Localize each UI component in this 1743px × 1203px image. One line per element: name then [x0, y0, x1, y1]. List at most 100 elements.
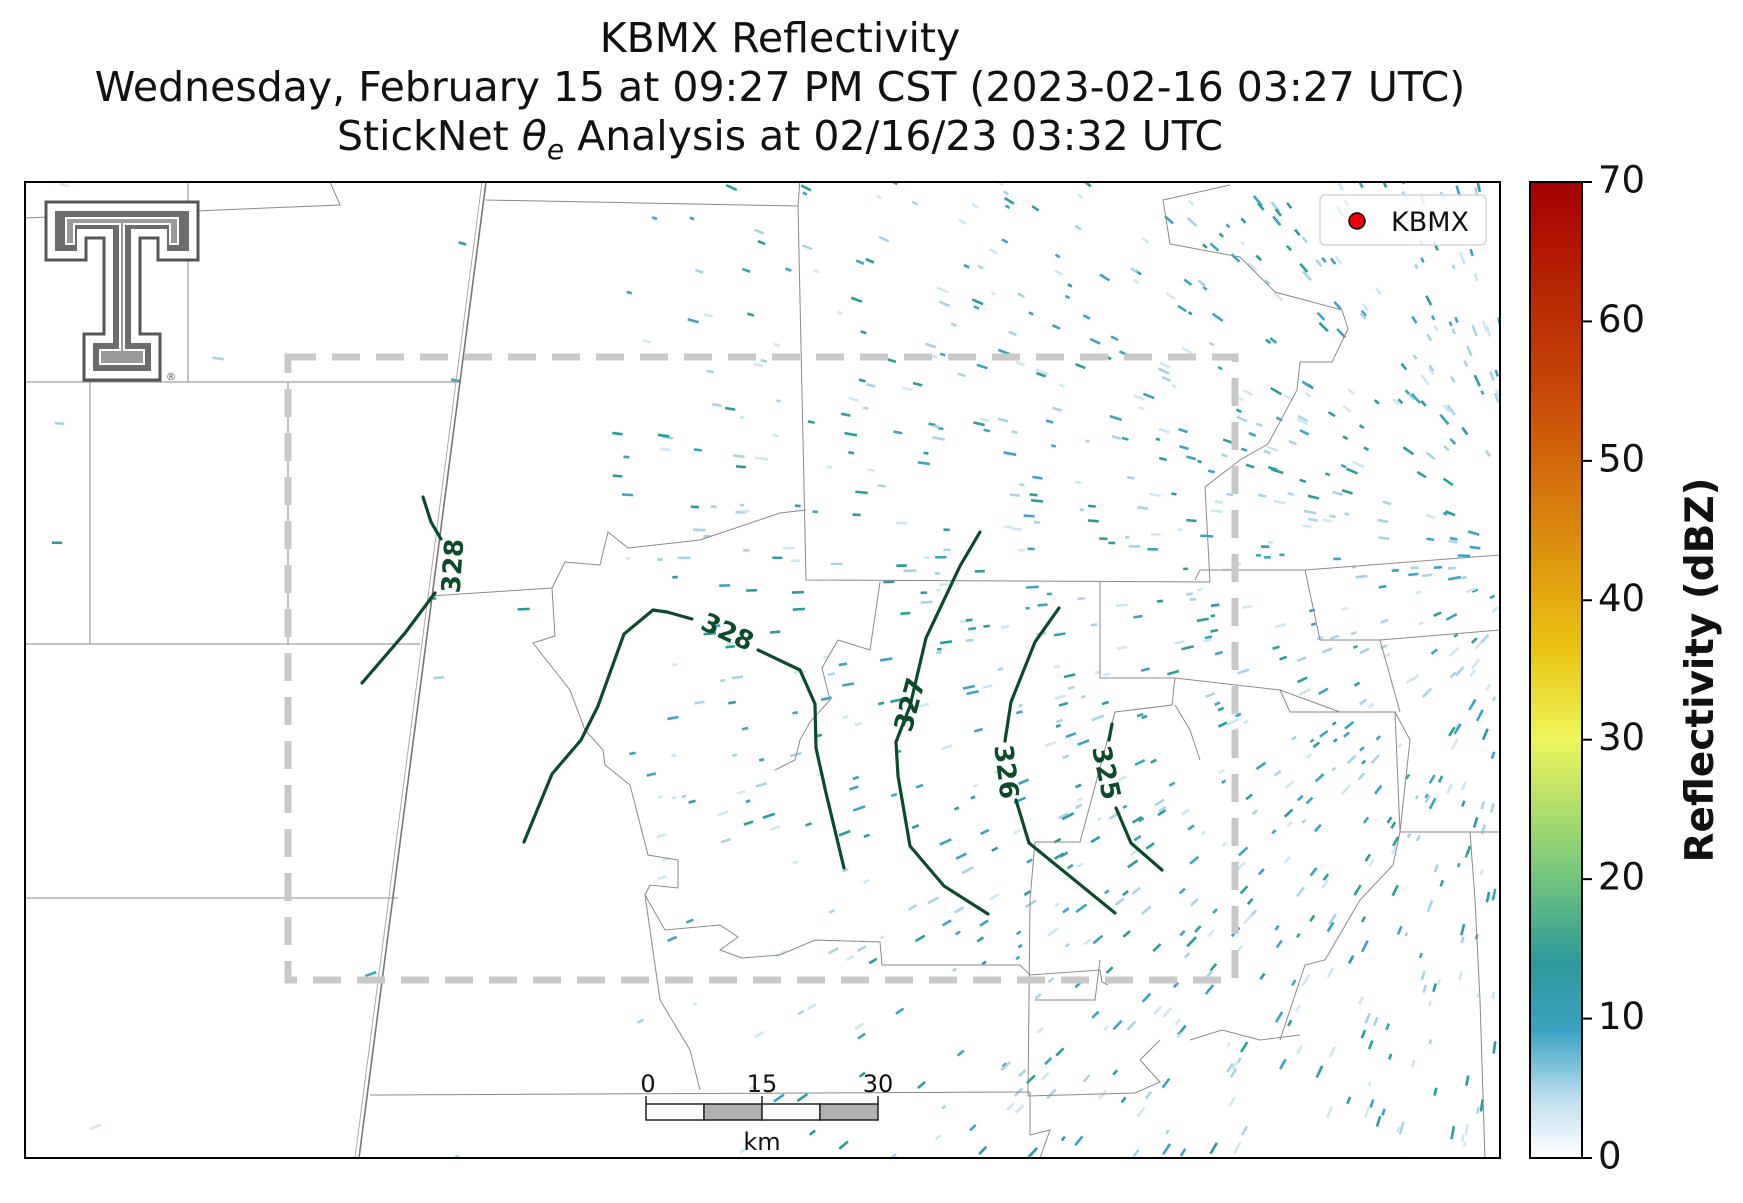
echo-speckle [1040, 1071, 1050, 1081]
echo-speckle [858, 1071, 866, 1078]
legend-label: KBMX [1391, 207, 1469, 238]
echo-speckle [961, 866, 974, 875]
echo-speckle [1439, 413, 1450, 426]
echo-speckle [1240, 241, 1246, 246]
echo-speckle [1421, 687, 1433, 699]
echo-speckle [1177, 528, 1183, 532]
echo-speckle [1464, 850, 1469, 858]
echo-speckle [790, 559, 800, 563]
echo-speckle [703, 631, 717, 636]
logo-registered-mark: ® [166, 372, 176, 383]
echo-speckle [745, 799, 751, 804]
echo-speckle [1408, 572, 1419, 577]
echo-speckle [939, 640, 953, 645]
echo-speckle [1152, 943, 1162, 953]
echo-speckle [1303, 509, 1317, 515]
echo-speckle [953, 906, 965, 914]
echo-speckle [1089, 337, 1101, 345]
echo-speckle [789, 751, 802, 758]
echo-speckle [1200, 830, 1207, 836]
echo-speckle [1296, 676, 1308, 684]
echo-speckle [1236, 1057, 1242, 1064]
echo-speckle [1018, 778, 1030, 785]
echo-speckle [965, 638, 974, 643]
echo-speckle [1390, 821, 1397, 829]
echo-speckle [1433, 565, 1443, 570]
echo-speckle [1491, 888, 1497, 901]
echo-speckle [1126, 475, 1135, 480]
echo-speckle [807, 1003, 817, 1011]
echo-speckle [212, 356, 225, 361]
echo-speckle [1001, 1062, 1008, 1068]
echo-speckle [626, 290, 633, 295]
echo-speckle [877, 701, 885, 706]
echo-speckle [954, 930, 961, 936]
echo-speckle [838, 829, 851, 837]
echo-speckle [1367, 1040, 1374, 1050]
echo-speckle [1397, 398, 1404, 405]
echo-speckle [1217, 365, 1223, 371]
echo-speckle [1328, 1046, 1337, 1058]
echo-speckle [1447, 575, 1462, 581]
echo-speckle [1367, 1081, 1372, 1087]
echo-speckle [963, 263, 970, 269]
echo-speckle [1321, 879, 1329, 889]
echo-speckle [1210, 614, 1216, 618]
map-area: 328 328 327 326 325 ® KBMX [25, 182, 1500, 1158]
echo-speckle [54, 421, 65, 426]
echo-speckle [1026, 858, 1033, 864]
echo-speckle [1204, 635, 1213, 640]
echo-speckle [748, 1084, 756, 1091]
echo-speckle [1055, 1047, 1065, 1057]
echo-speckle [1121, 436, 1129, 441]
title-line-3-suffix: Analysis at 02/16/23 03:32 UTC [564, 112, 1223, 160]
echo-speckle [1446, 404, 1456, 416]
echo-speckle [1274, 208, 1282, 217]
echo-speckle [651, 216, 658, 221]
echo-speckle [1090, 835, 1101, 844]
echo-speckle [1211, 312, 1224, 322]
echo-speckle [826, 465, 832, 469]
echo-speckle [807, 420, 815, 424]
echo-speckle [966, 689, 979, 696]
echo-speckle [989, 892, 1000, 901]
echo-speckle [1099, 273, 1111, 282]
echo-speckle [689, 216, 695, 221]
echo-speckle [979, 828, 990, 836]
echo-speckle [1494, 388, 1500, 397]
echo-speckle [1067, 685, 1075, 690]
echo-speckle [1461, 426, 1469, 436]
echo-speckle [1037, 603, 1048, 607]
echo-speckle [952, 967, 958, 973]
echo-speckle [802, 191, 808, 196]
echo-speckle [1364, 1012, 1371, 1024]
echo-speckle [1460, 936, 1465, 944]
echo-speckle [1067, 863, 1074, 870]
echo-speckle [1420, 970, 1426, 981]
echo-speckle [1362, 816, 1370, 824]
echo-speckle [621, 493, 634, 497]
echo-speckle [783, 546, 795, 550]
echo-speckle [1333, 301, 1342, 310]
echo-speckle [1059, 383, 1066, 388]
echo-speckle [1469, 248, 1474, 257]
echo-speckle [1363, 1106, 1371, 1119]
echo-speckle [1283, 856, 1291, 864]
echo-speckle [1407, 392, 1416, 401]
echo-speckle [1445, 612, 1458, 621]
echo-speckle [988, 247, 999, 255]
echo-speckle [741, 726, 749, 731]
echo-speckle [1328, 913, 1337, 925]
echo-speckle [1138, 405, 1145, 411]
echo-speckle [711, 624, 721, 628]
echo-speckle [916, 702, 930, 708]
echo-speckle [1375, 735, 1382, 741]
echo-speckle [672, 575, 678, 579]
echo-speckle [1017, 292, 1026, 299]
echo-speckle [1290, 979, 1297, 987]
echo-speckle [911, 200, 919, 206]
legend-box: KBMX [1319, 194, 1487, 246]
echo-speckle [1134, 758, 1146, 767]
echo-speckle [1448, 539, 1458, 544]
echo-speckle [1046, 592, 1052, 596]
